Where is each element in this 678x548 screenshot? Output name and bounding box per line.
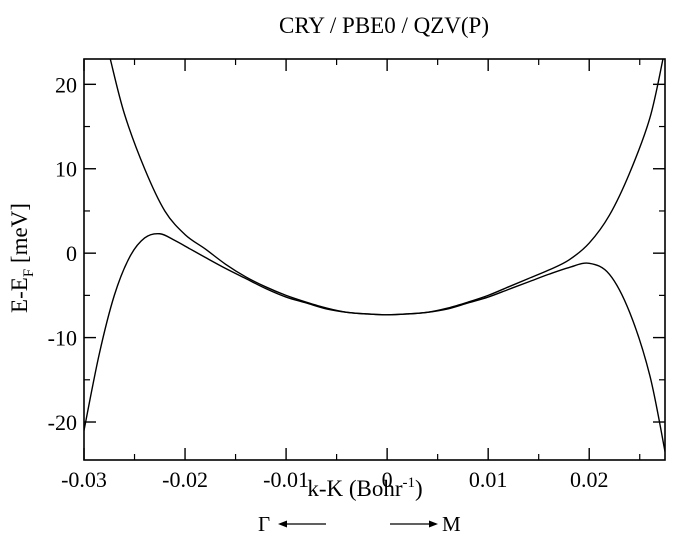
y-tick-label: -10: [48, 326, 77, 351]
direction-right-arrowhead: [429, 520, 438, 528]
x-axis-label: k-K (Bohr-1): [307, 475, 422, 501]
plot-frame: [83, 58, 666, 461]
y-tick-label: 20: [55, 72, 77, 97]
x-tick-label: -0.03: [61, 467, 107, 492]
x-tick-label: -0.01: [263, 467, 309, 492]
direction-left-arrowhead: [278, 520, 287, 528]
y-axis-label: E-EF [meV]: [7, 203, 37, 313]
y-axis-label-sub: F: [21, 269, 37, 277]
x-tick-label: 0: [382, 467, 393, 492]
y-tick-label: -20: [48, 410, 77, 435]
x-axis-ticks: -0.03 -0.02 -0.01 0 0.01 0.02: [61, 59, 641, 492]
y-axis-label-main: E-E: [7, 277, 32, 313]
x-axis-label-end: ): [415, 476, 423, 501]
y-axis-ticks: -20 -10 0 10 20: [48, 72, 665, 435]
y-tick-label: 10: [55, 157, 77, 182]
series-line-2: [84, 232, 665, 452]
direction-left-label: Γ: [258, 512, 270, 536]
series-group: [84, 59, 665, 452]
y-tick-label: 0: [66, 241, 77, 266]
direction-right-label: M: [442, 512, 461, 536]
series-line-1: [109, 59, 664, 316]
x-axis-label-sup: -1: [403, 475, 416, 491]
chart-title: CRY / PBE0 / QZV(P): [279, 13, 489, 38]
x-tick-label: -0.02: [162, 467, 208, 492]
x-tick-label: 0.02: [570, 467, 609, 492]
x-tick-label: 0.01: [469, 467, 508, 492]
y-axis-label-end: [meV]: [7, 203, 32, 269]
x-axis-label-main: k-K (Bohr: [307, 476, 403, 501]
